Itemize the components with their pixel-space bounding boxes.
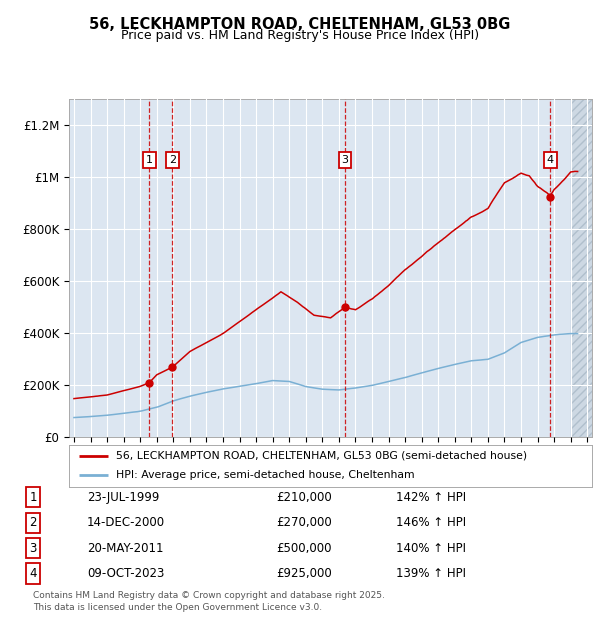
Text: 3: 3: [341, 155, 349, 165]
Text: Price paid vs. HM Land Registry's House Price Index (HPI): Price paid vs. HM Land Registry's House …: [121, 29, 479, 42]
Text: £270,000: £270,000: [276, 516, 332, 529]
Text: £210,000: £210,000: [276, 491, 332, 503]
Text: 4: 4: [547, 155, 554, 165]
Text: 2: 2: [169, 155, 176, 165]
Text: £925,000: £925,000: [276, 567, 332, 580]
Text: This data is licensed under the Open Government Licence v3.0.: This data is licensed under the Open Gov…: [33, 603, 322, 612]
Text: 4: 4: [29, 567, 37, 580]
Text: 142% ↑ HPI: 142% ↑ HPI: [396, 491, 466, 503]
Text: 1: 1: [146, 155, 153, 165]
Text: Contains HM Land Registry data © Crown copyright and database right 2025.: Contains HM Land Registry data © Crown c…: [33, 590, 385, 600]
Bar: [571, 99, 596, 437]
Text: 14-DEC-2000: 14-DEC-2000: [87, 516, 165, 529]
Text: 2: 2: [29, 516, 37, 529]
Text: 56, LECKHAMPTON ROAD, CHELTENHAM, GL53 0BG: 56, LECKHAMPTON ROAD, CHELTENHAM, GL53 0…: [89, 17, 511, 32]
Text: 146% ↑ HPI: 146% ↑ HPI: [396, 516, 466, 529]
Text: 23-JUL-1999: 23-JUL-1999: [87, 491, 160, 503]
Text: 09-OCT-2023: 09-OCT-2023: [87, 567, 164, 580]
Text: 1: 1: [29, 491, 37, 503]
Text: 56, LECKHAMPTON ROAD, CHELTENHAM, GL53 0BG (semi-detached house): 56, LECKHAMPTON ROAD, CHELTENHAM, GL53 0…: [116, 451, 527, 461]
Text: 140% ↑ HPI: 140% ↑ HPI: [396, 542, 466, 554]
Bar: [571, 99, 596, 437]
Text: HPI: Average price, semi-detached house, Cheltenham: HPI: Average price, semi-detached house,…: [116, 471, 415, 480]
Text: £500,000: £500,000: [276, 542, 331, 554]
Text: 20-MAY-2011: 20-MAY-2011: [87, 542, 163, 554]
Text: 139% ↑ HPI: 139% ↑ HPI: [396, 567, 466, 580]
Text: 3: 3: [29, 542, 37, 554]
